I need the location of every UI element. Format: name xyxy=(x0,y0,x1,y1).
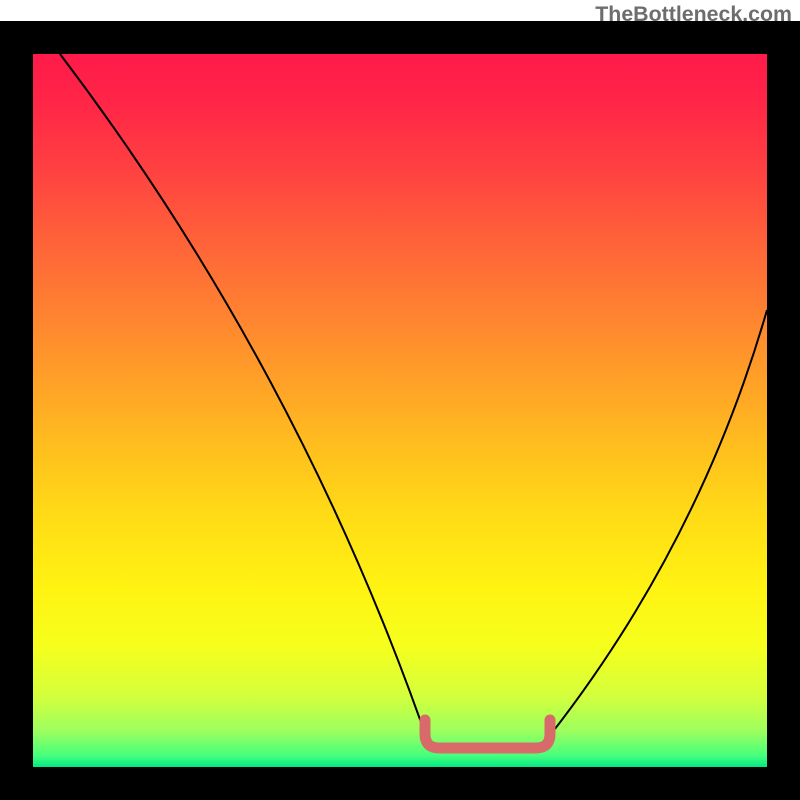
chart-frame xyxy=(0,21,800,800)
chart-container: TheBottleneck.com xyxy=(0,0,800,800)
